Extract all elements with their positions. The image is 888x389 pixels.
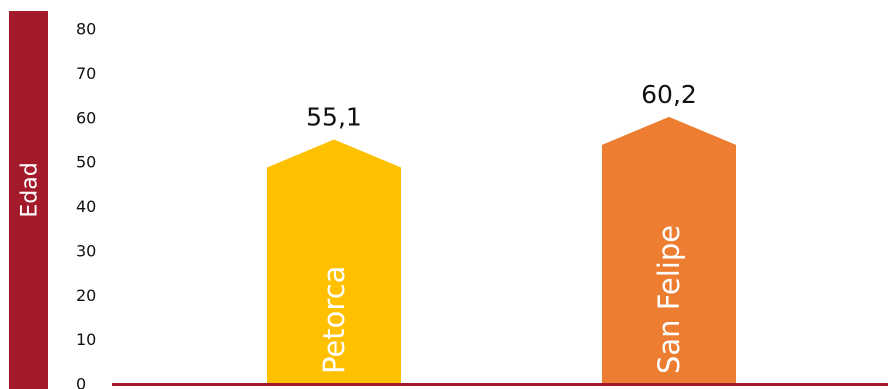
y-tick-label: 10	[76, 330, 96, 349]
bar-san-felipe	[602, 116, 736, 385]
y-tick-label: 70	[76, 64, 96, 83]
ylabel-band	[9, 11, 48, 389]
category-label: San Felipe	[652, 225, 686, 374]
y-tick-labels: 0 10 20 30 40 50 60 70 80	[76, 20, 96, 389]
bars: 55,1 Petorca 60,2 San Felipe	[267, 80, 736, 385]
y-tick-label: 80	[76, 20, 96, 39]
y-tick-label: 0	[76, 375, 86, 389]
y-tick-label: 30	[76, 241, 96, 260]
y-tick-label: 50	[76, 153, 96, 172]
category-label: Petorca	[317, 266, 351, 374]
value-label: 55,1	[306, 102, 362, 131]
bar-petorca	[267, 139, 401, 384]
value-label: 60,2	[641, 80, 697, 109]
y-tick-label: 40	[76, 197, 96, 216]
y-tick-label: 20	[76, 286, 96, 305]
y-tick-label: 60	[76, 108, 96, 127]
y-axis-label: Edad	[18, 162, 43, 217]
